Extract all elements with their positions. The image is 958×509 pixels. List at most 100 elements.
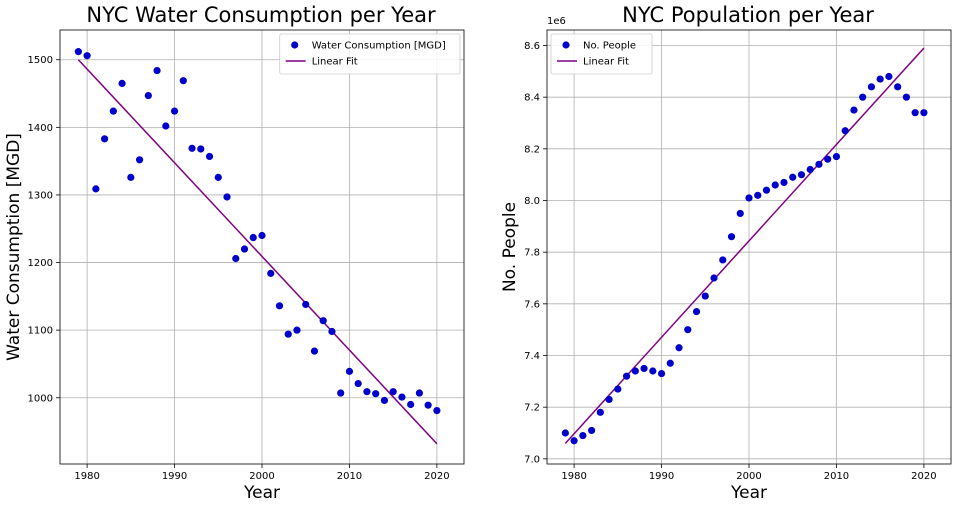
data-point xyxy=(363,388,371,396)
data-point xyxy=(789,173,797,181)
data-point xyxy=(675,344,683,352)
y-tick-label: 1000 xyxy=(28,393,53,404)
data-point xyxy=(232,254,240,263)
legend-entry-label: Water Consumption [MGD] xyxy=(312,41,446,52)
y-tick-label: 1100 xyxy=(28,326,53,337)
data-point xyxy=(867,83,876,91)
x-tick-label: 2000 xyxy=(736,471,761,482)
data-point xyxy=(153,66,161,75)
data-point xyxy=(701,292,709,300)
plot-frame xyxy=(59,29,465,465)
data-point xyxy=(144,91,152,100)
x-tick-label: 2010 xyxy=(337,471,362,482)
x-tick-label: 2010 xyxy=(824,471,849,482)
data-point xyxy=(310,347,319,355)
data-point xyxy=(622,372,631,380)
y-tick-label: 1300 xyxy=(28,190,53,201)
y-tick-label: 8.4 xyxy=(524,93,540,104)
y-tick-label: 1500 xyxy=(28,55,53,66)
legend-entry-label: Linear Fit xyxy=(312,57,358,68)
data-point xyxy=(692,307,701,316)
data-point xyxy=(407,400,415,409)
data-point xyxy=(188,144,196,152)
data-point xyxy=(762,186,771,194)
data-point xyxy=(179,77,187,85)
data-point xyxy=(293,326,301,334)
data-point xyxy=(745,194,753,202)
data-point xyxy=(780,178,788,187)
data-point xyxy=(911,109,919,117)
data-point xyxy=(736,209,744,218)
data-point xyxy=(579,431,587,440)
x-tick-label: 1980 xyxy=(561,471,586,482)
data-point xyxy=(345,367,354,375)
y-tick-label: 7.4 xyxy=(524,351,540,362)
data-point xyxy=(841,127,849,135)
data-point xyxy=(319,317,327,325)
data-point xyxy=(337,389,345,397)
data-point xyxy=(249,233,257,242)
y-tick-label: 1400 xyxy=(28,123,53,134)
data-point xyxy=(850,106,858,114)
data-point xyxy=(824,155,832,163)
linear-fit-line xyxy=(564,47,925,444)
linear-fit-line xyxy=(77,59,438,445)
data-point xyxy=(797,171,806,179)
y-axis-label: No. People xyxy=(500,202,520,292)
legend: Water Consumption [MGD] Linear Fit xyxy=(279,33,461,75)
data-point xyxy=(640,364,648,373)
y-tick-label: 7.6 xyxy=(524,299,540,310)
data-point xyxy=(275,302,284,310)
data-point xyxy=(727,233,736,241)
data-point xyxy=(666,359,674,367)
data-point xyxy=(754,191,762,199)
y-tick-label: 7.0 xyxy=(524,454,540,465)
y-tick-label: 8.2 xyxy=(524,144,540,155)
data-point xyxy=(214,173,222,181)
data-point xyxy=(372,390,380,398)
data-point xyxy=(415,389,424,397)
legend-box xyxy=(550,33,653,75)
data-point xyxy=(380,396,389,405)
data-point xyxy=(596,408,604,416)
y-axis-label: Water Consumption [MGD] xyxy=(4,133,24,361)
data-point xyxy=(267,269,275,277)
x-axis-label: Year xyxy=(730,483,767,503)
legend-entry-label: No. People xyxy=(583,41,636,52)
legend-entry-label: Linear Fit xyxy=(583,57,629,68)
data-point xyxy=(657,369,666,378)
data-point xyxy=(197,145,205,153)
data-point xyxy=(570,437,578,445)
plot-frame xyxy=(546,29,952,465)
population-chart: NYC Population per Year 1e6 1980 1990 2000… xyxy=(500,3,952,503)
x-tick-label: 1980 xyxy=(74,471,99,482)
data-point xyxy=(162,122,170,130)
data-point xyxy=(398,393,406,401)
x-tick-label: 1990 xyxy=(649,471,674,482)
data-point xyxy=(631,367,639,375)
data-point xyxy=(118,79,126,88)
y-offset-text: 1e6 xyxy=(547,16,566,27)
legend-marker xyxy=(562,41,570,49)
data-point xyxy=(649,367,657,375)
legend-box xyxy=(279,33,461,75)
water-consumption-chart: NYC Water Consumption per Year 1980 1990 2… xyxy=(4,3,465,503)
y-tick-label: 8.6 xyxy=(524,41,540,52)
data-point xyxy=(170,107,179,115)
data-point xyxy=(328,327,336,336)
data-point xyxy=(127,173,135,181)
data-point xyxy=(100,135,109,143)
data-point xyxy=(240,245,249,253)
data-point xyxy=(92,185,100,193)
data-point xyxy=(354,379,362,388)
x-tick-label: 2020 xyxy=(911,471,936,482)
data-point xyxy=(771,181,779,189)
data-point xyxy=(223,193,231,201)
data-point xyxy=(859,93,867,101)
data-point xyxy=(719,256,727,264)
data-point xyxy=(902,93,911,101)
data-point xyxy=(109,107,117,115)
data-point xyxy=(920,109,928,117)
data-point xyxy=(587,426,596,435)
data-point xyxy=(614,385,622,393)
